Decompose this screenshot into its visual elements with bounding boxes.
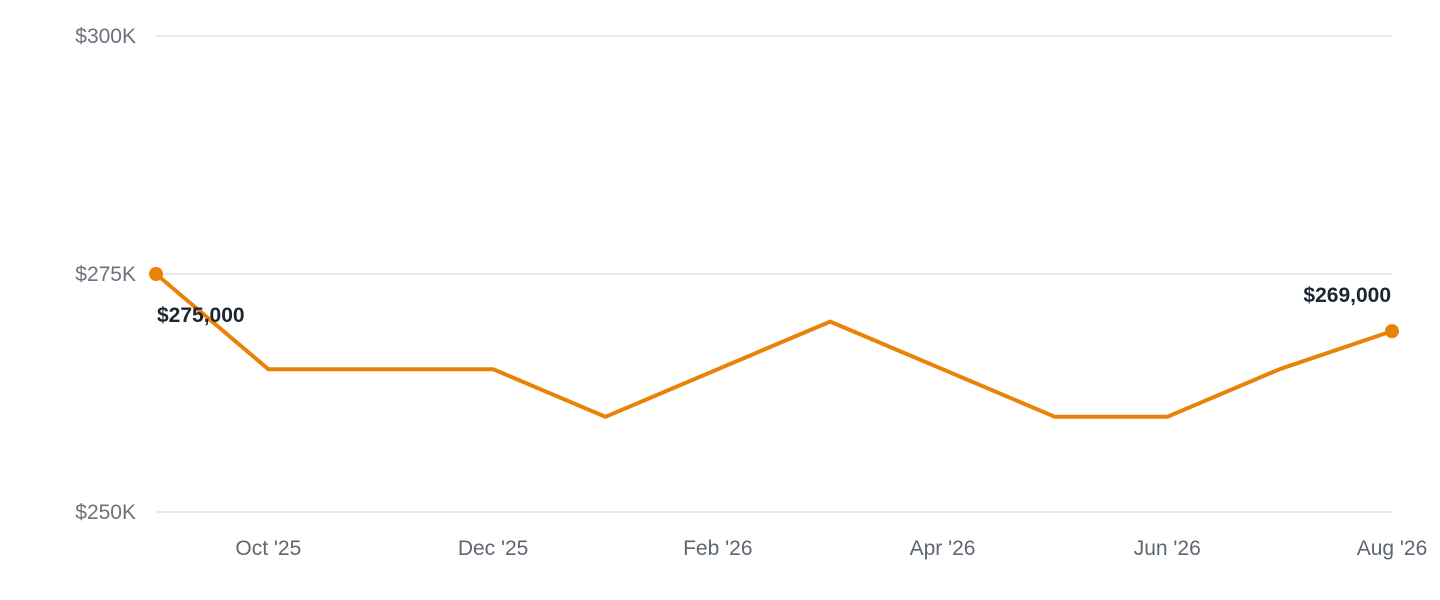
x-tick-label: Dec '25 <box>458 537 529 560</box>
data-point-marker <box>149 267 163 281</box>
data-point-marker <box>1385 324 1399 339</box>
data-label: $275,000 <box>157 304 245 327</box>
y-tick-label: $300K <box>75 25 136 48</box>
data-label: $269,000 <box>1303 284 1391 307</box>
data-labels: $275,000 $269,000 <box>157 284 1391 327</box>
y-tick-label: $250K <box>75 501 136 524</box>
y-tick-label: $275K <box>75 263 136 286</box>
grid-lines <box>156 35 1392 513</box>
y-axis-ticks: $250K $275K $300K <box>75 25 136 524</box>
x-tick-label: Feb '26 <box>683 537 752 560</box>
x-axis-ticks: Oct '25 Dec '25 Feb '26 Apr '26 Jun '26 Aug '… <box>235 537 1427 560</box>
x-tick-label: Jun '26 <box>1134 537 1201 560</box>
series-line-group <box>154 272 1394 419</box>
x-tick-label: Apr '26 <box>910 537 976 560</box>
x-tick-label: Oct '25 <box>235 537 301 560</box>
x-tick-label: Aug '26 <box>1357 537 1428 560</box>
series-line <box>154 272 1394 419</box>
data-points <box>149 267 1399 339</box>
